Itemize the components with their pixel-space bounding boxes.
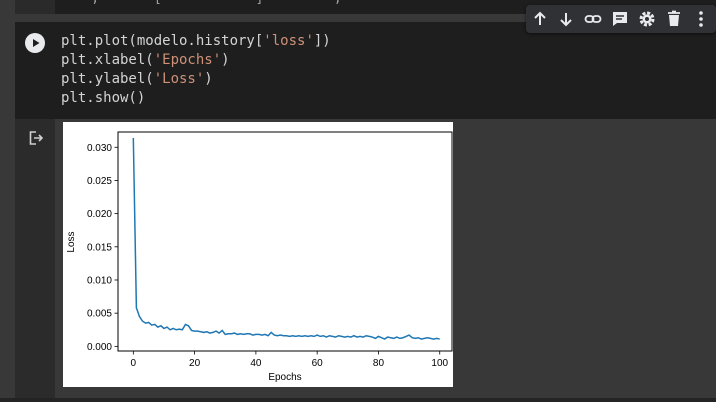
output-actions-icon[interactable] [28, 130, 44, 146]
run-cell-button[interactable] [25, 33, 45, 53]
cell-toolbar [526, 5, 716, 33]
x-tick-label: 0 [131, 358, 137, 369]
loss-plot: 0.000 0.005 0.010 0.015 0.020 0.025 0.030 0 20 4… [63, 122, 453, 387]
x-tick-label: 60 [312, 358, 324, 369]
previous-cell-gutter [15, 0, 55, 14]
previous-cell-text: , [ ] , [60, 0, 373, 6]
code-line-2[interactable]: plt.xlabel('Epochs') [61, 52, 230, 68]
bottom-divider [0, 398, 716, 402]
y-tick-label: 0.025 [87, 176, 112, 187]
y-tick-label: 0.000 [87, 342, 112, 353]
more-vert-icon[interactable] [691, 9, 711, 29]
output-gutter [15, 119, 55, 398]
link-icon[interactable] [583, 9, 603, 29]
y-tick-label: 0.030 [87, 143, 112, 154]
y-tick-label: 0.020 [87, 209, 112, 220]
code-cell[interactable]: plt.plot(modelo.history['loss']) plt.xla… [15, 22, 716, 119]
y-tick-label: 0.005 [87, 309, 112, 320]
arrow-up-icon[interactable] [530, 9, 550, 29]
x-axis-label: Epochs [268, 372, 301, 383]
x-tick-label: 20 [189, 358, 201, 369]
gear-icon[interactable] [637, 9, 657, 29]
plot-axes-frame [117, 131, 453, 352]
comment-icon[interactable] [610, 9, 630, 29]
play-icon [33, 39, 40, 47]
trash-icon[interactable] [664, 9, 684, 29]
y-axis-label: Loss [66, 231, 77, 252]
x-tick-label: 100 [431, 358, 448, 369]
y-tick-label: 0.010 [87, 275, 112, 286]
x-tick-label: 80 [373, 358, 385, 369]
code-line-3[interactable]: plt.ylabel('Loss') [61, 71, 213, 87]
code-line-4[interactable]: plt.show() [61, 90, 146, 106]
x-tick-label: 40 [250, 358, 262, 369]
code-line-1[interactable]: plt.plot(modelo.history['loss']) [61, 33, 331, 49]
arrow-down-icon[interactable] [556, 9, 576, 29]
loss-series-line [132, 137, 440, 340]
y-tick-label: 0.015 [87, 242, 112, 253]
